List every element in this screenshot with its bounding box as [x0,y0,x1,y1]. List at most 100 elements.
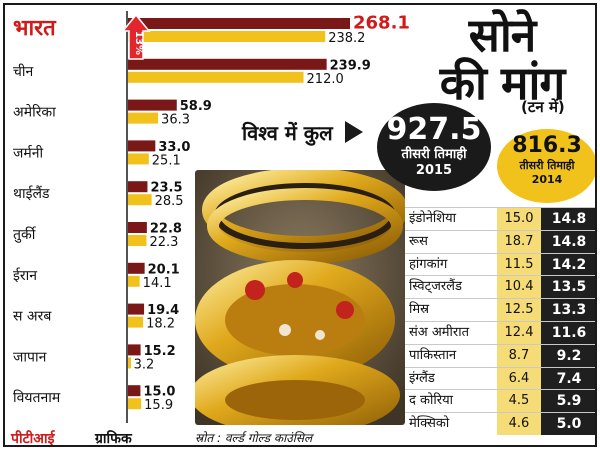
world-total-2014-period: तीसरी तिमाही [519,159,575,172]
data-label-2014: 18.2 [146,317,175,332]
table-cell-2015: 4.6 [497,413,541,435]
table-cell-2015: 8.7 [497,344,541,367]
table-cell-country: इंग्लैंड [409,370,435,386]
category-label: स अरब [13,309,52,325]
data-label-2015: 15.0 [143,385,175,400]
table-cell-2014: 11.6 [541,321,595,344]
table-cell-country: संअ अमीरात [409,324,470,340]
data-label-2015: 58.9 [180,99,212,114]
world-total-2014-value: 816.3 [512,133,582,158]
table-cell-2014: 13.3 [541,299,595,321]
category-label: तुर्की [13,226,37,243]
bar-2015 [128,181,148,193]
table-cell-2014: 14.8 [541,208,595,230]
data-label-2015: 33.0 [158,140,190,155]
category-label: जापान [13,349,47,365]
world-total-2015-year: 2015 [415,163,453,178]
data-label-2015: 20.1 [148,262,180,277]
table-row: हांगकांग 11.5 14.2 [405,252,595,276]
bar-2015 [128,344,141,356]
growth-badge-label: 13% [133,31,144,55]
table-cell-country: मेक्सिको [409,416,450,432]
chart-unit: (टन में) [521,98,565,116]
bar-2015 [128,18,350,29]
bar-2015 [128,58,327,70]
bar-2014 [128,112,159,124]
chart-title-line-2: की मांग [439,56,566,110]
data-label-2014: 14.1 [143,276,172,291]
growth-arrow-icon [121,13,151,60]
data-label-2015: 239.9 [330,58,371,73]
bar-2014 [128,398,142,410]
world-total-2015-value: 927.5 [386,112,482,147]
table-row: द कोरिया 4.5 5.9 [405,389,595,413]
gold-jewellery-image [195,170,405,425]
data-label-2014: 36.3 [161,113,190,128]
table-cell-2014: 14.8 [541,230,595,253]
table-cell-country: रूस [409,233,428,249]
bar-2015 [128,99,177,111]
table-cell-2015: 18.7 [497,230,541,253]
category-label: ईरान [13,267,37,284]
category-label: भारत [13,16,57,41]
data-label-2015: 22.8 [150,222,182,237]
bar-2014 [128,31,326,42]
bar-2014 [128,357,131,369]
category-label: वियतनाम [13,389,61,406]
table-row: स्विट्जरलैंड 10.4 13.5 [405,275,595,299]
bar-2014 [128,71,304,83]
chart-title: सोने [468,8,537,62]
bar-2015 [128,262,145,274]
bar-2015 [128,385,141,397]
table-cell-country: स्विट्जरलैंड [409,279,462,295]
table-row: पाकिस्तान 8.7 9.2 [405,343,595,367]
table-cell-2014: 7.4 [541,367,595,390]
data-label-2015: 23.5 [150,181,182,196]
chart-title-block: सोने की मांग [407,8,595,110]
category-label: अमेरिका [13,104,56,121]
table-cell-country: पाकिस्तान [409,347,457,363]
table-row: इंडोनेशिया 15.0 14.8 [405,207,595,230]
world-total-2014-year: 2014 [531,173,563,186]
table-cell-country: मिस्र [409,302,430,318]
table-row: मेक्सिको 4.6 5.0 [405,412,595,435]
data-label-2014: 212.0 [307,72,344,87]
table-cell-2015: 6.4 [497,367,541,390]
category-label: चीन [13,63,34,80]
data-label-2014: 28.5 [155,194,184,209]
table-cell-country: द कोरिया [409,393,453,409]
bar-2014 [128,194,152,206]
table-cell-2015: 4.5 [497,390,541,413]
table-cell-2014: 5.0 [541,413,595,435]
table-cell-2014: 5.9 [541,390,595,413]
source-note: स्रोत : वर्ल्ड गोल्ड काउंसिल [195,431,313,445]
credit-label: पीटीआई [11,431,55,447]
country-table: इंडोनेशिया 15.0 14.8 रूस 18.7 14.8 हांगकांग 1… [405,207,595,435]
bar-2014 [128,275,140,287]
data-label-2015: 15.2 [144,344,176,359]
bar-2014 [128,316,144,328]
table-row: इंग्लैंड 6.4 7.4 [405,366,595,390]
table-cell-2015: 10.4 [497,276,541,299]
table-cell-2015: 12.5 [497,299,541,321]
bar-2015 [128,140,156,152]
table-cell-2015: 12.4 [497,321,541,344]
table-row: मिस्र 12.5 13.3 [405,298,595,321]
credit-suffix: ग्राफिक [95,431,132,447]
bar-2014 [128,153,149,165]
world-total-2015-badge: 927.5 तीसरी तिमाही 2015 [377,103,491,191]
arrow-right-icon [345,121,363,143]
data-label-2014: 15.9 [144,398,173,413]
table-cell-2014: 9.2 [541,344,595,367]
category-label: जर्मनी [13,144,44,161]
table-row: संअ अमीरात 12.4 11.6 [405,320,595,344]
table-cell-country: इंडोनेशिया [409,211,457,226]
table-cell-2015: 11.5 [497,253,541,276]
world-total-label: विश्व में कुल [242,121,333,145]
world-total-2015-period: तीसरी तिमाही [401,147,467,162]
data-label-2014: 22.3 [149,235,178,250]
data-label-2015: 19.4 [147,303,179,318]
table-row: रूस 18.7 14.8 [405,229,595,253]
category-label: थाईलैंड [13,185,50,202]
